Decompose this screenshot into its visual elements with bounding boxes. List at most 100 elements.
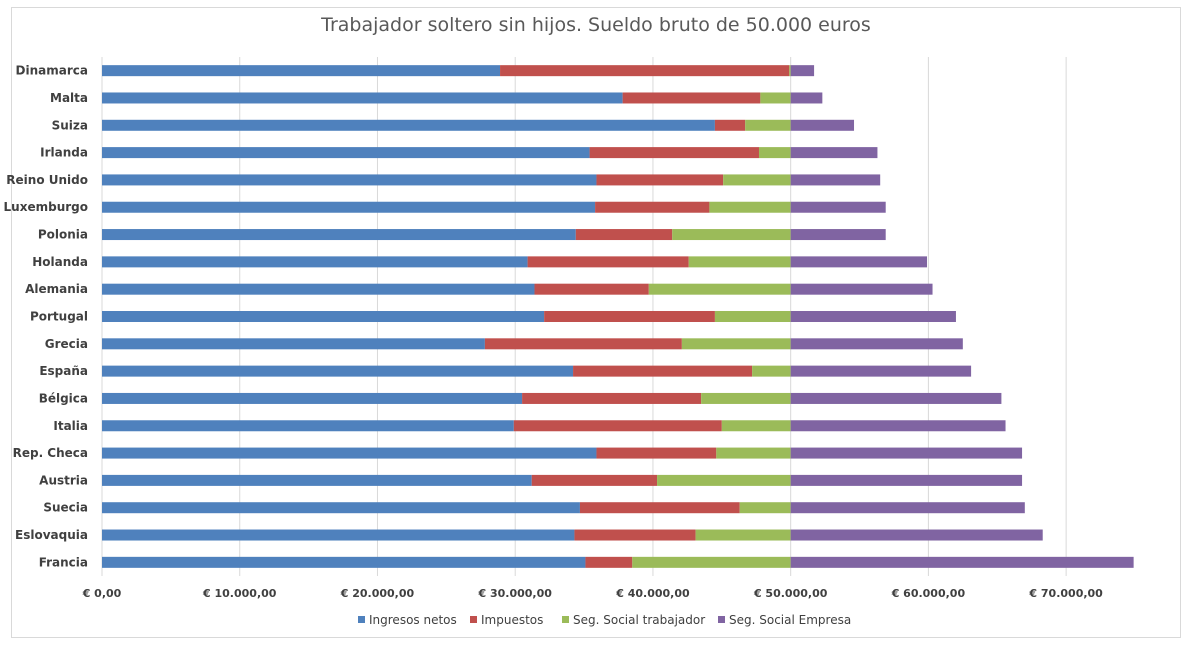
bars <box>102 65 1134 568</box>
bar-segment <box>790 556 1134 568</box>
bar-segment <box>790 283 933 295</box>
bar-segment <box>672 229 791 241</box>
x-tick-labels: € 0,00 € 10.000,00 € 20.000,00 € 30.000,00 €… <box>82 587 1103 600</box>
category-label: Luxemburgo <box>4 200 88 214</box>
bar-segment <box>648 283 791 295</box>
bar-segment <box>752 365 791 377</box>
bar-segment <box>102 283 535 295</box>
x-tick-label: € 70.000,00 <box>1028 587 1103 600</box>
category-label: Alemania <box>25 282 88 296</box>
category-label: Austria <box>39 473 88 487</box>
x-tick-label: € 50.000,00 <box>753 587 828 600</box>
bar-segment <box>102 502 580 514</box>
bar-segment <box>102 338 485 350</box>
bar-segment <box>102 201 596 213</box>
bar-segment <box>102 256 528 268</box>
bar-segment <box>102 311 545 322</box>
category-label: Francia <box>39 555 88 569</box>
legend-label: Seg. Social trabajador <box>573 613 705 627</box>
x-tick-label: € 40.000,00 <box>615 587 690 600</box>
legend-swatch <box>358 616 365 623</box>
bar-segment <box>534 283 649 295</box>
x-tick-label: € 10.000,00 <box>202 587 277 600</box>
bar-segment <box>790 392 1002 404</box>
bar-segment <box>657 474 791 486</box>
bar-segment <box>790 447 1023 459</box>
bar-segment <box>790 119 855 131</box>
category-label: Malta <box>50 91 88 105</box>
bar-segment <box>102 529 575 541</box>
bar-segment <box>790 502 1025 514</box>
bar-segment <box>531 474 658 486</box>
bar-segment <box>632 556 791 568</box>
x-tick-label: € 60.000,00 <box>891 587 966 600</box>
bar-segment <box>790 229 886 241</box>
bar-segment <box>758 147 791 159</box>
category-label: España <box>39 364 88 378</box>
category-label: Grecia <box>45 337 88 351</box>
bar-segment <box>745 119 791 131</box>
legend: Ingresos netos Impuestos Seg. Social traba… <box>358 613 851 627</box>
bar-segment <box>596 447 717 459</box>
bar-segment <box>790 420 1006 432</box>
bar-segment <box>102 174 597 186</box>
legend-label: Ingresos netos <box>369 613 457 627</box>
bar-segment <box>102 392 523 404</box>
bar-segment <box>585 556 633 568</box>
legend-label: Seg. Social Empresa <box>729 613 851 627</box>
category-label: Bélgica <box>39 391 88 405</box>
category-labels: Dinamarca Malta Suiza Irlanda Reino Unido Lux… <box>4 64 88 570</box>
category-label: Suiza <box>52 118 88 132</box>
bar-segment <box>595 201 710 213</box>
bar-segment <box>622 92 761 104</box>
bar-segment <box>789 65 791 77</box>
bar-segment <box>721 420 791 432</box>
legend-swatch <box>718 616 725 623</box>
legend-swatch <box>470 616 477 623</box>
bar-segment <box>790 92 823 104</box>
bar-segment <box>790 256 928 268</box>
category-label: Irlanda <box>40 146 88 160</box>
bar-segment <box>701 392 791 404</box>
bar-segment <box>716 447 791 459</box>
bar-segment <box>102 474 532 486</box>
category-label: Polonia <box>38 228 88 242</box>
category-label: Eslovaquia <box>15 528 88 542</box>
bar-segment <box>695 529 791 541</box>
bar-segment <box>527 256 689 268</box>
bar-segment <box>790 201 886 213</box>
bar-segment <box>102 92 623 104</box>
bar-segment <box>790 529 1043 541</box>
bar-segment <box>544 311 715 322</box>
bar-segment <box>596 174 724 186</box>
x-tick-label: € 0,00 <box>82 587 122 600</box>
bar-segment <box>102 229 576 241</box>
bar-segment <box>579 502 740 514</box>
category-label: Dinamarca <box>16 64 88 78</box>
bar-segment <box>714 119 746 131</box>
bar-segment <box>102 365 574 377</box>
bar-segment <box>102 147 590 159</box>
bar-segment <box>102 447 597 459</box>
bar-segment <box>573 365 753 377</box>
x-tick-label: € 20.000,00 <box>340 587 415 600</box>
bar-segment <box>575 229 673 241</box>
bar-segment <box>500 65 790 77</box>
x-tick-label: € 30.000,00 <box>477 587 552 600</box>
category-label: Italia <box>53 419 88 433</box>
bar-segment <box>484 338 682 350</box>
bar-segment <box>681 338 791 350</box>
bar-segment <box>574 529 696 541</box>
bar-segment <box>102 420 514 432</box>
legend-swatch <box>562 616 569 623</box>
bar-segment <box>522 392 702 404</box>
bar-segment <box>102 65 501 77</box>
category-label: Holanda <box>32 255 88 269</box>
category-label: Portugal <box>30 310 88 324</box>
legend-label: Impuestos <box>481 613 543 627</box>
bar-segment <box>709 201 791 213</box>
category-label: Suecia <box>43 501 88 515</box>
bar-segment <box>102 119 715 131</box>
bar-segment <box>688 256 791 268</box>
